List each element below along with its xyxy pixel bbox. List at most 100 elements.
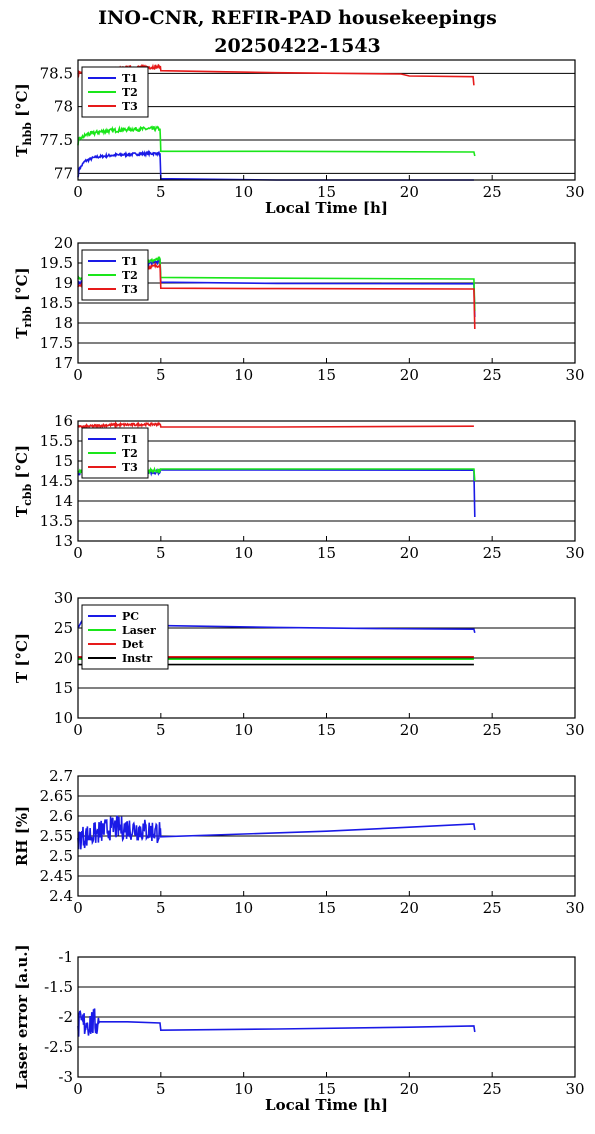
y-tick-label: 20 [54, 234, 73, 252]
y-tick-label: 17.5 [40, 334, 73, 352]
y-tick-label: 17 [54, 354, 73, 372]
y-tick-label: 2.45 [40, 867, 73, 885]
x-tick-label: 0 [73, 366, 83, 384]
y-axis-label: Thbb [°C] [13, 83, 34, 156]
x-tick-label: 15 [317, 366, 336, 384]
legend-label: Instr [122, 652, 152, 665]
x-tick-label: 0 [73, 721, 83, 739]
chart-panel-5: 0 5 10 15 20 25 30 2.4 2.45 2.5 2.55 2.6 2.65 2.7 RH [… [13, 767, 585, 917]
x-tick-label: 25 [483, 544, 502, 562]
x-tick-label: 10 [234, 366, 253, 384]
chart-panel-3: 0 5 10 15 20 25 30 13 13.5 14 14.5 15 15.5 16 Tcbb [°C… [13, 412, 585, 562]
y-tick-label: 2.4 [49, 887, 73, 905]
chart-panel-6: 0 5 10 15 20 25 30 -3 -2.5 -2 -1.5 -1 Local Time [h]… [13, 944, 585, 1114]
x-tick-label: 30 [565, 544, 584, 562]
y-tick-label: 2.65 [40, 787, 73, 805]
chart-panel-4: 0 5 10 15 20 25 30 10 15 20 25 30 T [°C] PCLaserDetIn… [13, 589, 585, 739]
x-tick-label: 0 [73, 899, 83, 917]
x-tick-label: 10 [234, 544, 253, 562]
y-axis-label: Laser error [a.u.] [13, 944, 31, 1089]
legend-label: T2 [122, 269, 138, 282]
x-tick-label: 25 [483, 899, 502, 917]
x-tick-label: 15 [317, 183, 336, 201]
series-line-t3 [77, 420, 474, 431]
x-tick-label: 5 [156, 721, 166, 739]
y-tick-label: 2.55 [40, 827, 73, 845]
x-tick-label: 25 [483, 183, 502, 201]
x-axis-label: Local Time [h] [265, 199, 388, 217]
y-tick-label: 16 [54, 412, 73, 430]
x-tick-label: 30 [565, 366, 584, 384]
chart-panel-1: 0 5 10 15 20 25 30 77 77.5 78 78.5 Local Time [h] Th… [13, 59, 585, 217]
figure-title: INO-CNR, REFIR-PAD housekeepings 2025042… [0, 4, 595, 60]
x-tick-label: 15 [317, 899, 336, 917]
y-tick-label: 2.7 [49, 767, 73, 785]
x-tick-label: 30 [565, 183, 584, 201]
x-tick-label: 20 [400, 183, 419, 201]
x-tick-label: 30 [565, 721, 584, 739]
x-tick-label: 25 [483, 366, 502, 384]
y-tick-label: 78 [54, 98, 73, 116]
legend-label: T2 [122, 86, 138, 99]
plot-frame [77, 59, 576, 181]
y-tick-label: 18 [54, 314, 73, 332]
x-tick-label: 0 [73, 544, 83, 562]
x-axis-label: Local Time [h] [265, 1096, 388, 1114]
y-tick-label: -1 [58, 948, 73, 966]
legend-label: T3 [122, 100, 138, 113]
y-tick-label: 14 [54, 492, 73, 510]
y-tick-label: -2 [58, 1008, 73, 1026]
legend-label: PC [122, 610, 139, 623]
x-tick-label: 5 [156, 183, 166, 201]
y-tick-label: -2.5 [44, 1038, 73, 1056]
chart-panel-2: 0 5 10 15 20 25 30 17 17.5 18 18.5 19 19.5 20 Trbb [°C… [13, 234, 585, 384]
y-axis-label: RH [%] [13, 806, 31, 866]
y-tick-label: 15 [54, 679, 73, 697]
y-tick-label: 18.5 [40, 294, 73, 312]
legend-label: T1 [122, 255, 138, 268]
y-tick-label: 13.5 [40, 512, 73, 530]
legend-label: Laser [122, 624, 156, 637]
x-tick-label: 15 [317, 1080, 336, 1098]
series-line-t2 [77, 125, 476, 157]
x-tick-label: 30 [565, 899, 584, 917]
y-tick-label: 77 [54, 164, 73, 182]
x-tick-label: 5 [156, 366, 166, 384]
x-tick-label: 0 [73, 183, 83, 201]
legend-label: T2 [122, 447, 138, 460]
x-tick-label: 5 [156, 544, 166, 562]
y-tick-label: 19 [54, 274, 73, 292]
x-tick-label: 5 [156, 1080, 166, 1098]
series-line-t1 [77, 149, 474, 181]
x-tick-label: 25 [483, 1080, 502, 1098]
x-tick-label: 20 [400, 366, 419, 384]
y-tick-label: 2.6 [49, 807, 73, 825]
x-tick-label: 30 [565, 1080, 584, 1098]
x-tick-label: 15 [317, 544, 336, 562]
x-tick-label: 0 [73, 1080, 83, 1098]
y-axis-label: T [°C] [13, 633, 31, 683]
y-tick-label: 25 [54, 619, 73, 637]
series-line-s1 [77, 815, 476, 850]
y-tick-label: 30 [54, 589, 73, 607]
figure-title-line2: 20250422-1543 [214, 35, 381, 57]
y-tick-label: 10 [54, 709, 73, 727]
x-tick-label: 10 [234, 899, 253, 917]
x-tick-label: 15 [317, 721, 336, 739]
x-tick-label: 10 [234, 721, 253, 739]
x-tick-label: 20 [400, 1080, 419, 1098]
figure-title-line1: INO-CNR, REFIR-PAD housekeepings [98, 7, 497, 29]
x-tick-label: 20 [400, 721, 419, 739]
y-tick-label: 20 [54, 649, 73, 667]
y-tick-label: 77.5 [40, 131, 73, 149]
y-tick-label: 15 [54, 452, 73, 470]
x-tick-label: 20 [400, 544, 419, 562]
y-axis-label: Tcbb [°C] [13, 445, 34, 517]
x-tick-label: 10 [234, 1080, 253, 1098]
y-tick-label: 13 [54, 532, 73, 550]
y-tick-label: 15.5 [40, 432, 73, 450]
